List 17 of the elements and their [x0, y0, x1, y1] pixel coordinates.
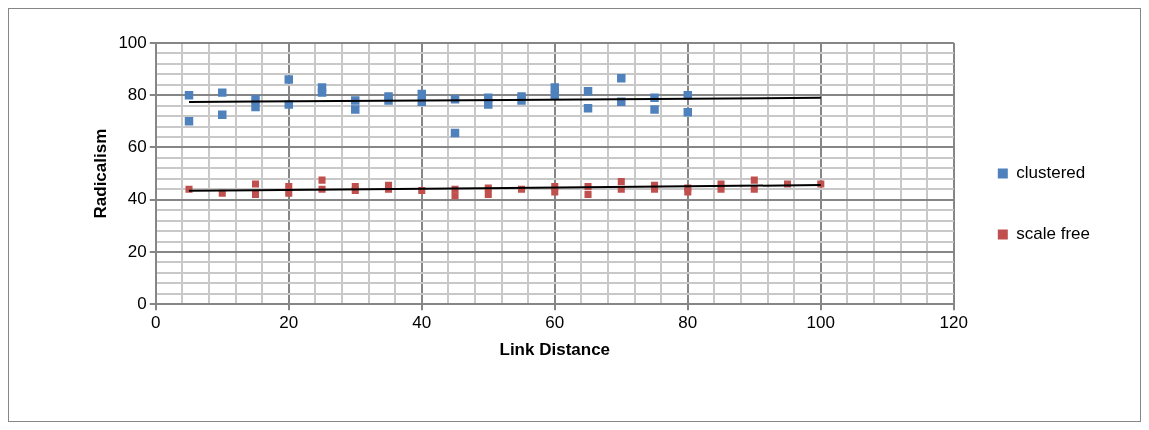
y-tick-label: 80	[127, 84, 147, 104]
y-tick-label: 100	[118, 32, 147, 52]
x-tick-label: 40	[412, 313, 432, 333]
y-tick-label: 0	[137, 293, 147, 313]
x-tick-label: 80	[678, 313, 698, 333]
x-tick-label: 0	[151, 313, 161, 333]
x-axis-title: Link Distance	[499, 340, 611, 360]
x-tick-label: 120	[939, 313, 968, 333]
x-tick-label: 100	[806, 313, 835, 333]
y-tick-label: 60	[127, 137, 147, 157]
y-axis-title: Radicalism	[90, 128, 110, 219]
y-tick-label: 40	[127, 189, 147, 209]
y-tick-label: 20	[127, 241, 147, 261]
x-tick-label: 20	[279, 313, 299, 333]
legend-label: scale free	[1016, 224, 1090, 244]
x-tick-label: 60	[545, 313, 565, 333]
legend-label: clustered	[1016, 163, 1086, 183]
